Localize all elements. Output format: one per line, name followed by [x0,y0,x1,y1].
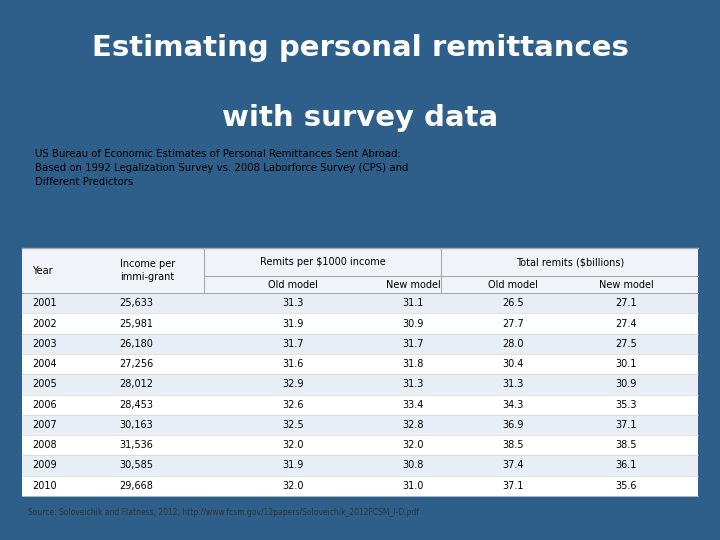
Text: 32.5: 32.5 [282,420,303,430]
Bar [22,314,698,334]
Text: 32.8: 32.8 [402,420,424,430]
Text: Old model: Old model [268,280,318,290]
Text: Remits per $1000 income: Remits per $1000 income [260,257,386,267]
Text: 2002: 2002 [32,319,56,329]
Text: 31,536: 31,536 [120,440,153,450]
Text: 31.9: 31.9 [282,461,303,470]
Bar [22,476,698,496]
Text: 31.3: 31.3 [282,299,303,308]
Bar [22,415,698,435]
Text: 27,256: 27,256 [120,359,154,369]
Text: 37.1: 37.1 [616,420,637,430]
Text: 2004: 2004 [32,359,56,369]
Bar [22,248,698,293]
Text: 28,453: 28,453 [120,400,154,410]
Text: 2008: 2008 [32,440,56,450]
Text: 32.0: 32.0 [282,440,303,450]
Text: 27.1: 27.1 [616,299,637,308]
Text: Old model: Old model [488,280,538,290]
Text: 2007: 2007 [32,420,56,430]
Text: 31.0: 31.0 [402,481,424,491]
Text: 31.6: 31.6 [282,359,303,369]
Text: 27.7: 27.7 [503,319,524,329]
Bar [22,334,698,354]
Text: 30,585: 30,585 [120,461,154,470]
Bar [22,293,698,314]
Text: 31.3: 31.3 [402,380,424,389]
Text: 35.3: 35.3 [616,400,637,410]
Bar [22,374,698,395]
Text: 27.5: 27.5 [616,339,637,349]
Text: 25,981: 25,981 [120,319,154,329]
Text: 32.9: 32.9 [282,380,303,389]
Text: Total remits ($billions): Total remits ($billions) [516,257,624,267]
Text: 27.4: 27.4 [616,319,637,329]
Text: 37.4: 37.4 [503,461,524,470]
Text: 31.8: 31.8 [402,359,424,369]
Text: 26,180: 26,180 [120,339,153,349]
Text: 2009: 2009 [32,461,56,470]
Text: 31.7: 31.7 [402,339,424,349]
Text: 28,012: 28,012 [120,380,154,389]
Text: 26.5: 26.5 [503,299,524,308]
Text: 30.9: 30.9 [616,380,637,389]
Text: 31.1: 31.1 [402,299,424,308]
Text: 2005: 2005 [32,380,56,389]
Text: Income per
immi-grant: Income per immi-grant [120,259,175,282]
Text: with survey data: with survey data [222,104,498,132]
Text: 31.3: 31.3 [503,380,524,389]
Text: 37.1: 37.1 [503,481,524,491]
Text: US Bureau of Economic Estimates of Personal Remittances Sent Abroad:
Based on 19: US Bureau of Economic Estimates of Perso… [35,148,408,187]
Text: New model: New model [599,280,654,290]
Text: 32.0: 32.0 [282,481,303,491]
Bar [22,455,698,476]
Bar [22,395,698,415]
Text: 25,633: 25,633 [120,299,154,308]
Text: 36.9: 36.9 [503,420,524,430]
Text: 32.6: 32.6 [282,400,303,410]
Bar [22,435,698,455]
Text: 30.9: 30.9 [402,319,424,329]
Text: 31.9: 31.9 [282,319,303,329]
Text: 33.4: 33.4 [402,400,424,410]
Text: Estimating personal remittances: Estimating personal remittances [91,35,629,63]
Text: 36.1: 36.1 [616,461,637,470]
Text: 35.6: 35.6 [616,481,637,491]
Text: 30.4: 30.4 [503,359,524,369]
Text: 38.5: 38.5 [616,440,637,450]
Text: 32.0: 32.0 [402,440,424,450]
Text: 30,163: 30,163 [120,420,153,430]
Text: 34.3: 34.3 [503,400,524,410]
Text: 2006: 2006 [32,400,56,410]
Text: New model: New model [386,280,441,290]
Text: 31.7: 31.7 [282,339,303,349]
Text: 29,668: 29,668 [120,481,153,491]
Text: 2003: 2003 [32,339,56,349]
Text: 2010: 2010 [32,481,56,491]
Text: Year: Year [32,266,53,276]
Text: 38.5: 38.5 [503,440,524,450]
Text: 30.8: 30.8 [402,461,424,470]
Text: Source: Soloveichik and Flatness, 2012, http://www.fcsm.gov/12papers/Soloveichik: Source: Soloveichik and Flatness, 2012, … [28,508,420,517]
Text: 2001: 2001 [32,299,56,308]
Text: 28.0: 28.0 [503,339,524,349]
Text: 30.1: 30.1 [616,359,637,369]
Bar [22,354,698,374]
